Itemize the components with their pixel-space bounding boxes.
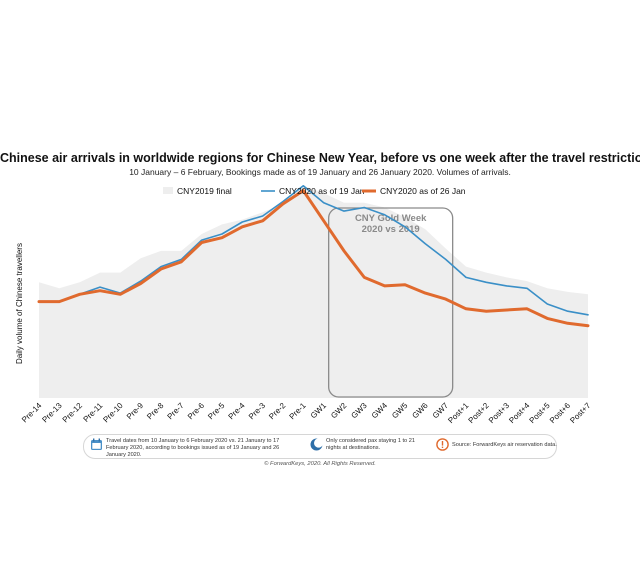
footnote-bar: Travel dates from 10 January to 6 Februa… [83,434,557,459]
x-tick-label: Post+3 [487,401,512,426]
copyright: © ForwardKeys, 2020. All Rights Reserved… [264,461,376,467]
footnote-stay-length: Only considered pax staying 1 to 21 nigh… [326,438,415,451]
alert-icon [436,438,449,451]
x-tick-label: GW2 [329,401,349,421]
x-tick-label: Pre-14 [20,401,44,425]
series-area-0 [39,185,588,398]
legend-label: CNY2019 final [177,186,232,196]
legend-swatch [163,187,173,194]
legend-label: CNY2020 as of 19 Jan [279,186,365,196]
chart-subtitle: 10 January – 6 February, Bookings made a… [129,167,511,177]
x-tick-label: Pre-2 [267,401,288,422]
x-tick-label: Pre-8 [145,401,166,422]
x-tick-label: Post+2 [467,401,492,426]
legend-label: CNY2020 as of 26 Jan [380,186,466,196]
x-tick-label: Post+1 [446,401,471,426]
footnote-source: Source: ForwardKeys air reservation data… [452,442,557,448]
x-tick-label: Pre-1 [288,401,309,422]
x-tick-label: Post+5 [528,401,553,426]
x-tick-label: GW6 [410,401,430,421]
x-tick-label: Pre-11 [81,401,104,424]
x-tick-label: Pre-3 [247,401,268,422]
footnote-travel-dates: Travel dates from 10 January to 6 Februa… [106,438,280,458]
chart-title: Chinese air arrivals in worldwide region… [0,151,640,165]
x-tick-label: Post+7 [568,401,593,426]
x-tick-label: GW3 [349,401,369,421]
x-tick-label: Pre-4 [227,401,248,422]
x-tick-label: GW1 [309,401,329,421]
x-tick-label: GW5 [390,401,410,421]
x-tick-label: GW4 [370,401,390,421]
calendar-icon [91,438,102,450]
x-tick-label: Post+4 [507,401,532,426]
x-tick-label: Pre-13 [40,401,64,425]
x-tick-label: Pre-6 [186,401,207,422]
moon-icon [310,438,323,451]
y-axis-label: Daily volume of Chinese travellers [15,243,24,364]
series-line-1 [38,185,589,316]
gold-week-sublabel: 2020 vs 2019 [362,224,420,235]
x-tick-label: Pre-7 [166,401,187,422]
x-tick-label: Post+6 [548,401,573,426]
series-line-2 [37,189,590,328]
x-tick-label: Pre-12 [61,401,85,425]
x-tick-label: Pre-9 [125,401,146,422]
x-tick-label: Pre-10 [101,401,125,425]
x-tick-label: Pre-5 [206,401,227,422]
